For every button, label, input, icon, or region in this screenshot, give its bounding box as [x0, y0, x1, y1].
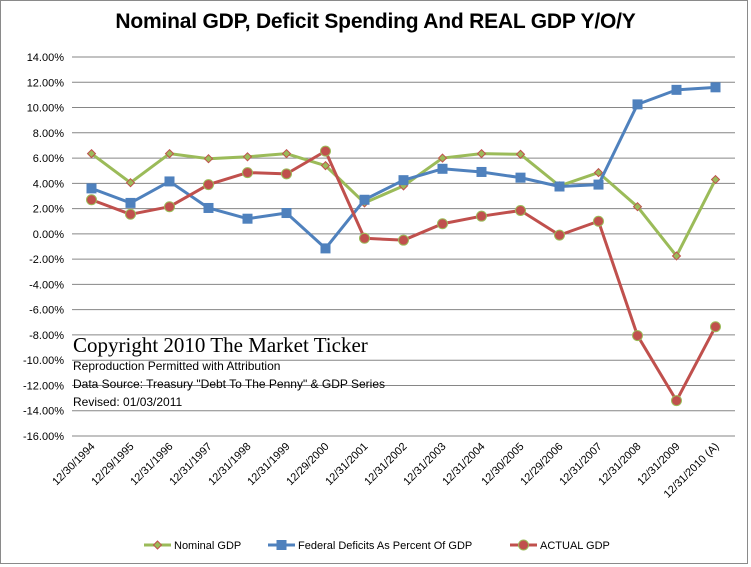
reproduction-note: Reproduction Permitted with Attribution	[73, 359, 281, 373]
data-point-nominal-gdp	[125, 177, 136, 188]
data-point-federal-deficits-as-percent-of-gdp	[203, 202, 214, 213]
y-tick-label: 8.00%	[33, 128, 64, 140]
legend-label: Federal Deficits As Percent Of GDP	[298, 540, 472, 552]
data-point-actual-gdp	[242, 167, 253, 179]
legend: Nominal GDP Federal Deficits As Percent O…	[144, 539, 610, 552]
data-point-nominal-gdp	[437, 153, 448, 163]
data-point-actual-gdp	[593, 215, 604, 227]
data-point-actual-gdp	[281, 168, 292, 180]
data-point-federal-deficits-as-percent-of-gdp	[281, 208, 292, 219]
legend-label: Nominal GDP	[174, 540, 241, 552]
data-point-nominal-gdp	[476, 148, 487, 159]
annotation-block: Copyright 2010 The Market Ticker Reprodu…	[73, 335, 385, 413]
legend-item-nominal-gdp: Nominal GDP	[144, 540, 241, 552]
legend-marker	[152, 540, 163, 550]
series-actual-gdp	[86, 145, 721, 407]
data-point-actual-gdp	[125, 208, 136, 220]
y-tick-label: -10.00%	[23, 355, 64, 367]
y-tick-label: -12.00%	[23, 380, 64, 392]
data-point-federal-deficits-as-percent-of-gdp	[710, 82, 721, 93]
data-point-actual-gdp	[86, 194, 97, 206]
data-point-nominal-gdp	[242, 152, 253, 162]
data-point-federal-deficits-as-percent-of-gdp	[437, 163, 448, 174]
data-point-federal-deficits-as-percent-of-gdp	[593, 179, 604, 190]
y-tick-label: 10.00%	[27, 103, 65, 115]
data-point-federal-deficits-as-percent-of-gdp	[359, 194, 370, 205]
legend-item-actual-gdp: ACTUAL GDP	[510, 539, 610, 552]
data-point-nominal-gdp	[515, 149, 526, 159]
data-point-nominal-gdp	[593, 167, 604, 178]
data-point-actual-gdp	[359, 232, 370, 244]
series-federal-deficits-as-percent-of-gdp	[86, 82, 721, 254]
data-point-federal-deficits-as-percent-of-gdp	[554, 181, 565, 192]
data-point-actual-gdp	[710, 321, 721, 333]
data-point-actual-gdp	[671, 395, 682, 407]
data-point-federal-deficits-as-percent-of-gdp	[164, 176, 175, 187]
data-point-actual-gdp	[437, 218, 448, 230]
data-point-actual-gdp	[554, 229, 565, 241]
data-source-note: Data Source: Treasury "Debt To The Penny…	[73, 377, 386, 391]
data-point-nominal-gdp	[281, 148, 292, 159]
data-point-nominal-gdp	[164, 148, 175, 159]
series-line-federal-deficits-as-percent-of-gdp	[90, 85, 716, 250]
data-point-nominal-gdp	[710, 174, 721, 185]
data-point-federal-deficits-as-percent-of-gdp	[125, 197, 136, 208]
y-tick-label: 14.00%	[27, 52, 65, 64]
data-point-nominal-gdp	[320, 160, 331, 171]
data-point-federal-deficits-as-percent-of-gdp	[476, 166, 487, 177]
data-point-federal-deficits-as-percent-of-gdp	[671, 84, 682, 95]
gridlines	[72, 56, 735, 437]
chart-title: Nominal GDP, Deficit Spending And REAL G…	[115, 10, 636, 33]
y-tick-label: 0.00%	[33, 229, 64, 241]
data-point-nominal-gdp	[632, 201, 643, 212]
data-point-actual-gdp	[515, 204, 526, 216]
data-point-federal-deficits-as-percent-of-gdp	[242, 213, 253, 224]
data-point-federal-deficits-as-percent-of-gdp	[398, 175, 409, 186]
copyright-note: Copyright 2010 The Market Ticker	[73, 333, 368, 357]
y-tick-label: 12.00%	[27, 77, 65, 89]
data-point-federal-deficits-as-percent-of-gdp	[86, 183, 97, 194]
legend-marker	[276, 540, 287, 550]
data-point-federal-deficits-as-percent-of-gdp	[632, 99, 643, 110]
data-point-actual-gdp	[476, 210, 487, 222]
y-tick-label: -4.00%	[29, 279, 64, 291]
y-tick-label: 4.00%	[33, 178, 64, 190]
series-layer	[86, 82, 721, 407]
y-tick-label: 6.00%	[33, 153, 64, 165]
data-point-actual-gdp	[203, 179, 214, 191]
data-point-nominal-gdp	[86, 148, 97, 159]
y-tick-label: -6.00%	[29, 305, 64, 317]
y-tick-label: -2.00%	[29, 254, 64, 266]
legend-item-federal-deficits-as-percent-of-gdp: Federal Deficits As Percent Of GDP	[268, 540, 472, 552]
y-axis-tick-labels: 14.00% 12.00% 10.00% 8.00% 6.00% 4.00% 2.00% 0.…	[23, 52, 64, 443]
y-tick-label: -16.00%	[23, 431, 64, 443]
data-point-actual-gdp	[632, 330, 643, 342]
data-point-nominal-gdp	[203, 153, 214, 164]
data-point-federal-deficits-as-percent-of-gdp	[515, 172, 526, 183]
y-tick-label: -8.00%	[29, 330, 64, 342]
legend-label: ACTUAL GDP	[540, 540, 610, 552]
y-tick-label: -14.00%	[23, 406, 64, 418]
data-point-actual-gdp	[320, 145, 331, 157]
revised-note: Revised: 01/03/2011	[73, 395, 183, 409]
data-point-actual-gdp	[164, 201, 175, 213]
legend-marker	[518, 539, 529, 551]
data-point-federal-deficits-as-percent-of-gdp	[320, 243, 331, 254]
x-axis-tick-labels: 12/30/199412/29/199512/31/199612/31/1997…	[50, 441, 721, 501]
data-point-nominal-gdp	[671, 251, 682, 261]
y-tick-label: 2.00%	[33, 204, 64, 216]
data-point-actual-gdp	[398, 234, 409, 246]
